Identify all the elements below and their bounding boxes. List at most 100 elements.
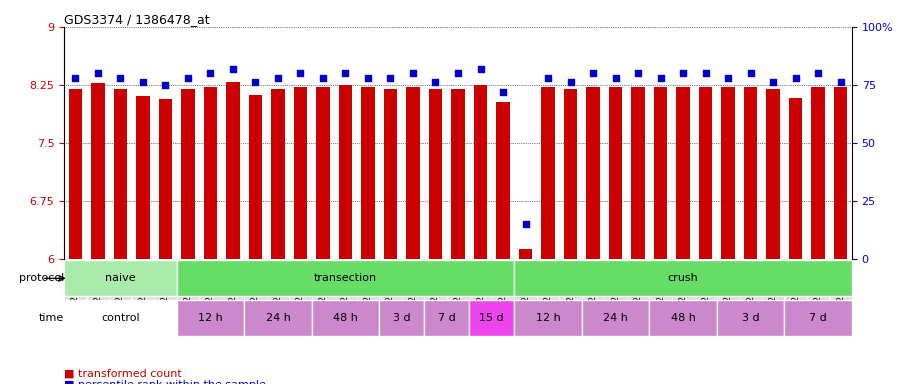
Text: naive: naive	[105, 273, 136, 283]
Text: time: time	[38, 313, 64, 323]
FancyBboxPatch shape	[514, 300, 582, 336]
Point	[428, 79, 442, 86]
FancyBboxPatch shape	[379, 300, 424, 336]
Text: 3 d: 3 d	[393, 313, 410, 323]
Text: 12 h: 12 h	[536, 313, 561, 323]
Point	[113, 75, 127, 81]
Bar	[496, 102, 510, 258]
Bar	[69, 89, 82, 258]
Bar	[767, 89, 780, 258]
Point	[180, 75, 195, 81]
Point	[540, 75, 555, 81]
Bar	[158, 99, 172, 258]
FancyBboxPatch shape	[649, 300, 717, 336]
Bar	[114, 89, 127, 258]
Bar	[721, 87, 735, 258]
Text: 48 h: 48 h	[333, 313, 358, 323]
Point	[158, 82, 173, 88]
Bar	[384, 89, 398, 258]
Point	[91, 70, 105, 76]
FancyBboxPatch shape	[469, 300, 514, 336]
Point	[563, 79, 578, 86]
Text: ■ percentile rank within the sample: ■ percentile rank within the sample	[64, 380, 266, 384]
Bar	[294, 87, 307, 258]
Bar	[654, 87, 668, 258]
FancyBboxPatch shape	[424, 300, 469, 336]
Bar	[339, 85, 353, 258]
Bar	[609, 87, 622, 258]
Text: 7 d: 7 d	[438, 313, 455, 323]
Point	[789, 75, 803, 81]
Bar	[563, 89, 577, 258]
FancyBboxPatch shape	[177, 260, 514, 296]
Text: crush: crush	[668, 273, 698, 283]
Point	[766, 79, 780, 86]
Bar	[631, 87, 645, 258]
Point	[585, 70, 600, 76]
Text: 7 d: 7 d	[809, 313, 827, 323]
FancyBboxPatch shape	[177, 300, 245, 336]
Bar	[248, 95, 262, 258]
FancyBboxPatch shape	[64, 300, 177, 336]
Text: 15 d: 15 d	[479, 313, 504, 323]
Text: transection: transection	[314, 273, 377, 283]
Point	[316, 75, 331, 81]
Text: 3 d: 3 d	[742, 313, 759, 323]
Point	[293, 70, 308, 76]
Bar	[316, 87, 330, 258]
Point	[68, 75, 82, 81]
Point	[496, 89, 510, 95]
Bar	[136, 96, 149, 258]
FancyBboxPatch shape	[245, 300, 311, 336]
Bar	[518, 249, 532, 258]
Point	[361, 75, 376, 81]
Point	[338, 70, 353, 76]
Point	[383, 75, 398, 81]
Bar	[474, 85, 487, 258]
Point	[698, 70, 713, 76]
Bar	[586, 87, 600, 258]
Bar	[541, 87, 555, 258]
Bar	[789, 98, 802, 258]
Point	[743, 70, 758, 76]
FancyBboxPatch shape	[784, 300, 852, 336]
Text: 48 h: 48 h	[671, 313, 695, 323]
Bar	[271, 89, 285, 258]
FancyBboxPatch shape	[311, 300, 379, 336]
Bar	[744, 87, 758, 258]
Point	[248, 79, 263, 86]
Point	[203, 70, 218, 76]
FancyBboxPatch shape	[582, 300, 649, 336]
Bar	[429, 89, 442, 258]
Text: 24 h: 24 h	[603, 313, 628, 323]
Text: GDS3374 / 1386478_at: GDS3374 / 1386478_at	[64, 13, 210, 26]
Text: control: control	[101, 313, 140, 323]
Point	[451, 70, 465, 76]
FancyBboxPatch shape	[64, 260, 177, 296]
Point	[225, 66, 240, 72]
FancyBboxPatch shape	[717, 300, 784, 336]
Bar	[452, 89, 464, 258]
Point	[136, 79, 150, 86]
Bar	[361, 87, 375, 258]
Bar	[834, 87, 847, 258]
Bar	[91, 83, 104, 258]
Bar	[406, 87, 420, 258]
Point	[608, 75, 623, 81]
Bar	[181, 89, 195, 258]
Bar	[226, 83, 240, 258]
FancyBboxPatch shape	[514, 260, 852, 296]
Text: ■ transformed count: ■ transformed count	[64, 369, 182, 379]
Point	[406, 70, 420, 76]
Text: 12 h: 12 h	[198, 313, 223, 323]
Point	[811, 70, 825, 76]
Point	[834, 79, 848, 86]
Point	[518, 221, 533, 227]
Bar	[203, 87, 217, 258]
Point	[474, 66, 488, 72]
Text: protocol: protocol	[19, 273, 64, 283]
Point	[653, 75, 668, 81]
Point	[270, 75, 285, 81]
Point	[631, 70, 646, 76]
Bar	[699, 87, 713, 258]
